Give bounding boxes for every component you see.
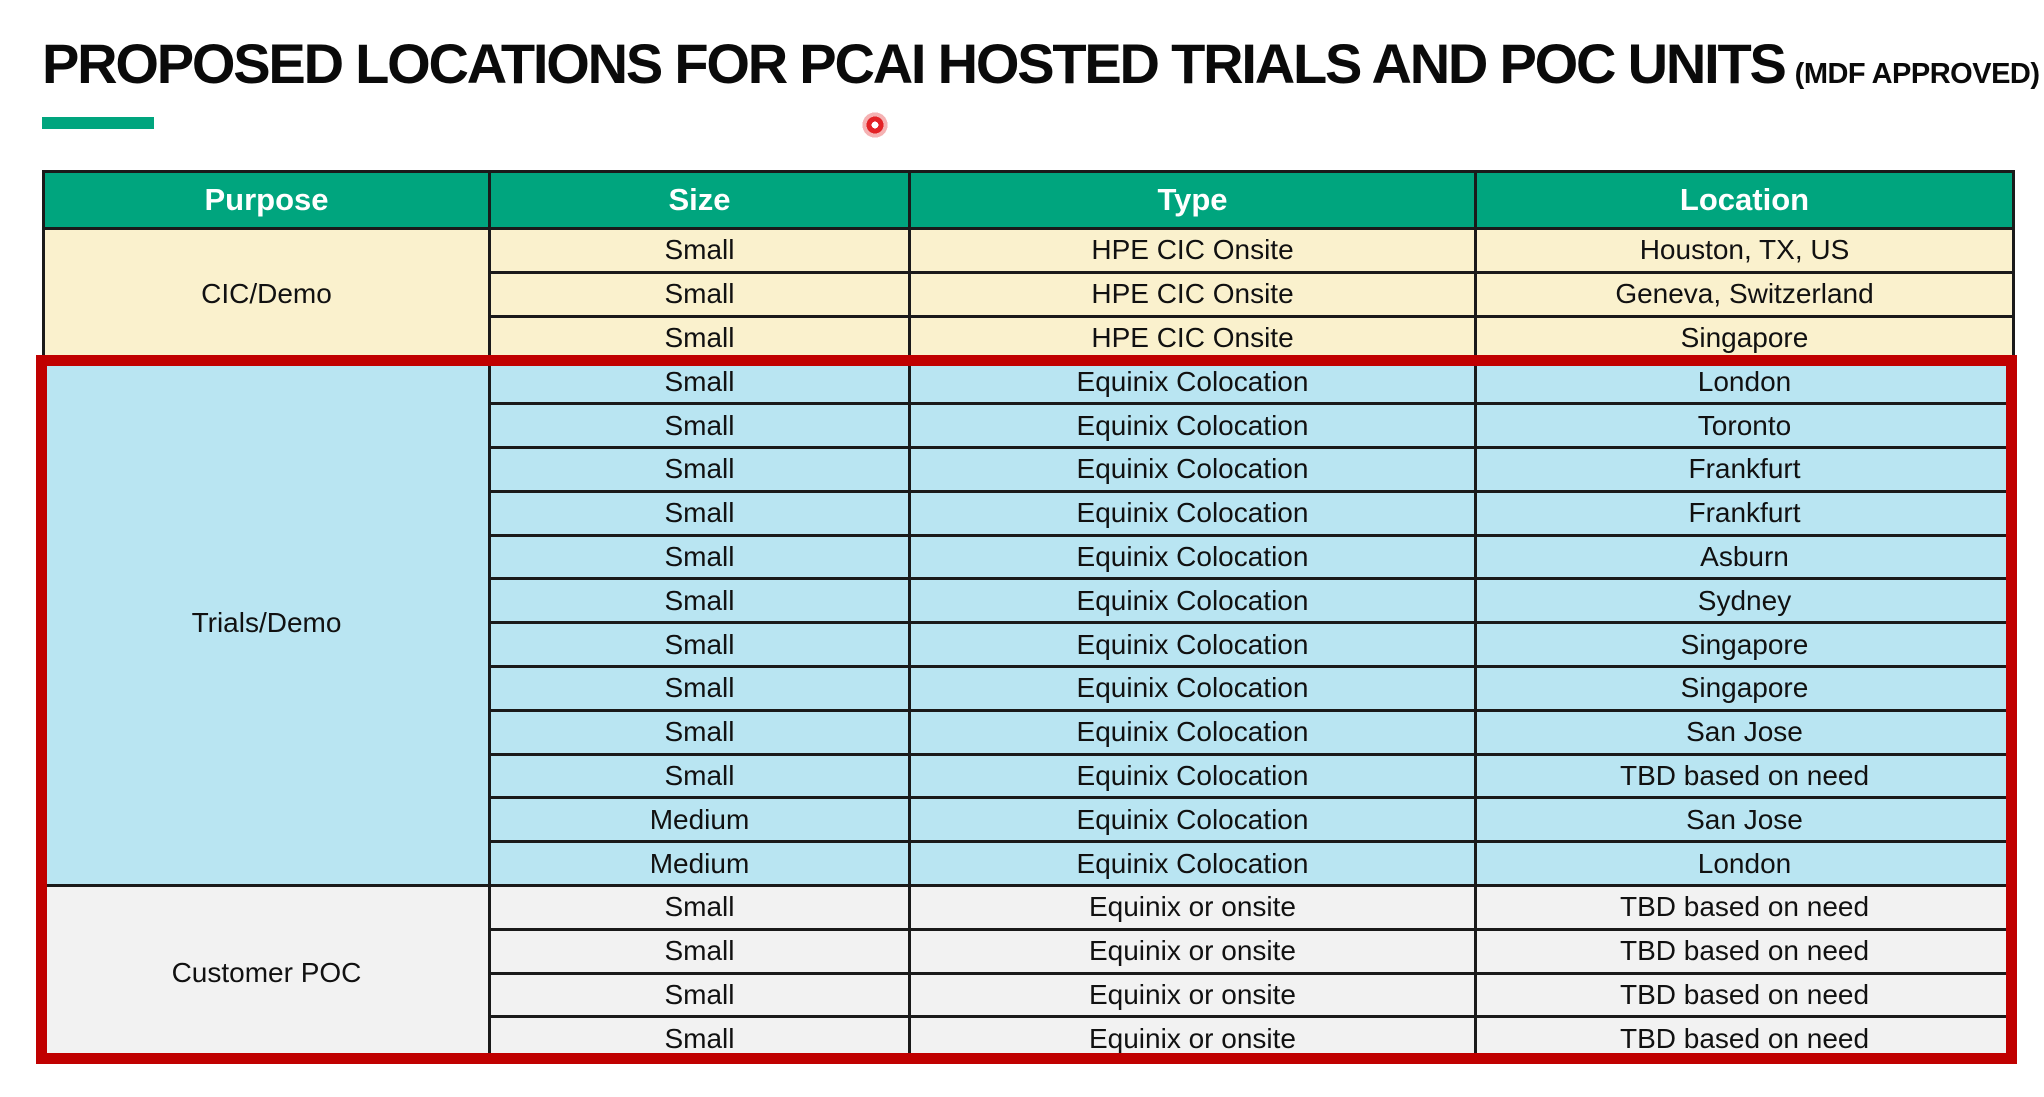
type-cell: Equinix Colocation <box>908 664 1477 712</box>
size-cell: Medium <box>488 840 911 887</box>
type-cell: Equinix Colocation <box>908 402 1477 449</box>
location-cell: Singapore <box>1474 664 2015 712</box>
location-cell: Houston, TX, US <box>1474 227 2015 274</box>
size-cell: Small <box>488 927 911 975</box>
location-cell: Singapore <box>1474 621 2015 668</box>
purpose-cell: Trials/Demo <box>42 358 491 887</box>
size-cell: Medium <box>488 796 911 844</box>
table-row: Small HPE CIC Onsite Singapore <box>44 314 2015 362</box>
column-header-purpose: Purpose <box>42 170 491 230</box>
type-cell: Equinix Colocation <box>908 752 1477 800</box>
location-cell: London <box>1474 358 2015 406</box>
size-cell: Small <box>488 708 911 756</box>
type-cell: Equinix or onsite <box>908 927 1477 975</box>
type-cell: Equinix or onsite <box>908 1015 1477 1063</box>
table-row: Medium Equinix Colocation London <box>44 840 2015 887</box>
table-row: Small Equinix Colocation San Jose <box>44 708 2015 756</box>
size-cell: Small <box>488 752 911 800</box>
type-cell: Equinix Colocation <box>908 796 1477 844</box>
purpose-cell: Customer POC <box>42 883 491 1063</box>
table-row: Small Equinix Colocation Asburn <box>44 533 2015 581</box>
table-row: Customer POC Small Equinix or onsite TBD ba… <box>42 883 2015 1063</box>
page-title-main: PROPOSED LOCATIONS FOR PCAI HOSTED TRIAL… <box>42 32 1787 95</box>
type-cell: Equinix Colocation <box>908 577 1477 625</box>
table-row: Small Equinix Colocation Toronto <box>44 402 2015 449</box>
size-cell: Small <box>488 402 911 449</box>
location-cell: Asburn <box>1474 533 2015 581</box>
size-cell: Small <box>488 314 911 362</box>
size-cell: Small <box>488 621 911 668</box>
location-cell: Frankfurt <box>1474 489 2015 537</box>
location-cell: TBD based on need <box>1474 971 2015 1019</box>
column-header-location: Location <box>1474 170 2015 230</box>
column-header-type: Type <box>908 170 1477 230</box>
title-accent-bar <box>42 117 154 129</box>
table-header-row: Purpose Size Type Location <box>42 170 2015 230</box>
table-row: Small Equinix Colocation TBD based on need <box>44 752 2015 800</box>
page-title: PROPOSED LOCATIONS FOR PCAI HOSTED TRIAL… <box>42 36 2040 92</box>
table-row: Small Equinix Colocation Sydney <box>44 577 2015 625</box>
type-cell: Equinix Colocation <box>908 840 1477 887</box>
size-cell: Small <box>488 227 911 274</box>
size-cell: Small <box>488 971 911 1019</box>
size-cell: Small <box>488 270 911 318</box>
type-cell: HPE CIC Onsite <box>908 227 1477 274</box>
table-row: Small HPE CIC Onsite Geneva, Switzerland <box>44 270 2015 318</box>
type-cell: Equinix or onsite <box>908 971 1477 1019</box>
location-cell: London <box>1474 840 2015 887</box>
table-row: Trials/Demo Small Equinix Colocation London <box>42 358 2015 887</box>
type-cell: Equinix Colocation <box>908 621 1477 668</box>
location-cell: TBD based on need <box>1474 883 2015 931</box>
location-cell: TBD based on need <box>1474 752 2015 800</box>
laser-pointer-dot <box>858 108 892 142</box>
size-cell: Small <box>488 358 911 406</box>
location-cell: Toronto <box>1474 402 2015 449</box>
table-row: CIC/Demo Small HPE CIC Onsite Houston, TX, … <box>42 226 2015 362</box>
size-cell: Small <box>488 489 911 537</box>
page-title-suffix: (MDF APPROVED) <box>1794 58 2040 90</box>
location-cell: Frankfurt <box>1474 445 2015 493</box>
location-cell: San Jose <box>1474 708 2015 756</box>
table-body: CIC/Demo Small HPE CIC Onsite Houston, TX, … <box>42 226 2015 1063</box>
type-cell: Equinix Colocation <box>908 489 1477 537</box>
type-cell: Equinix Colocation <box>908 533 1477 581</box>
type-cell: Equinix Colocation <box>908 708 1477 756</box>
purpose-cell: CIC/Demo <box>42 226 491 362</box>
table-row: Small Equinix or onsite TBD based on need <box>44 927 2015 975</box>
location-cell: TBD based on need <box>1474 927 2015 975</box>
location-cell: San Jose <box>1474 796 2015 844</box>
table-row: Small Equinix Colocation Singapore <box>44 621 2015 668</box>
locations-table: Purpose Size Type Location CIC/Demo Small… <box>42 170 2015 1063</box>
size-cell: Small <box>488 577 911 625</box>
location-cell: Sydney <box>1474 577 2015 625</box>
table-row: Medium Equinix Colocation San Jose <box>44 796 2015 844</box>
column-header-size: Size <box>488 170 911 230</box>
size-cell: Small <box>488 533 911 581</box>
type-cell: Equinix Colocation <box>908 358 1477 406</box>
location-cell: Singapore <box>1474 314 2015 362</box>
type-cell: HPE CIC Onsite <box>908 270 1477 318</box>
size-cell: Small <box>488 445 911 493</box>
table-row: Small Equinix Colocation Frankfurt <box>44 445 2015 493</box>
size-cell: Small <box>488 1015 911 1063</box>
size-cell: Small <box>488 664 911 712</box>
type-cell: Equinix or onsite <box>908 883 1477 931</box>
type-cell: Equinix Colocation <box>908 445 1477 493</box>
table-row: Small Equinix or onsite TBD based on need <box>44 971 2015 1019</box>
table-row: Small Equinix Colocation Singapore <box>44 664 2015 712</box>
location-cell: Geneva, Switzerland <box>1474 270 2015 318</box>
size-cell: Small <box>488 883 911 931</box>
location-cell: TBD based on need <box>1474 1015 2015 1063</box>
table-row: Small Equinix Colocation Frankfurt <box>44 489 2015 537</box>
type-cell: HPE CIC Onsite <box>908 314 1477 362</box>
